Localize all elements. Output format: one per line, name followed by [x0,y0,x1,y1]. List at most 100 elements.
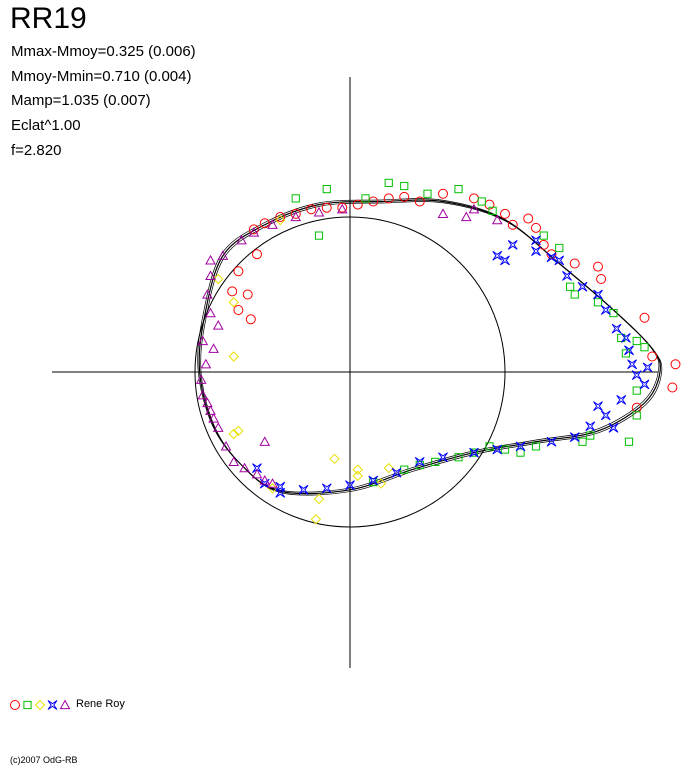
diamond-point [233,425,244,437]
triangle-point [197,335,209,346]
star-point [611,323,622,334]
star-point [631,370,642,381]
star-point [585,421,596,432]
diamond-point [329,453,340,465]
square-point [621,349,630,358]
star-point [642,362,653,373]
diamond-point [228,297,239,308]
circle-point [523,213,534,224]
circle-point [259,218,270,229]
star-point [639,379,650,390]
star-point [438,452,448,463]
circle-point [438,188,448,199]
diamond-point [383,462,394,474]
legend-square-icon [23,700,32,710]
circle-point [252,249,262,260]
star-point [562,270,572,281]
circle-point [593,261,603,272]
triangle-point [259,474,271,485]
star-point [624,345,634,356]
legend-triangle-icon [59,699,71,710]
star-point [554,255,565,266]
square-point [469,448,479,457]
star-point [620,332,631,343]
triangle-point [208,412,219,423]
circle-point [233,305,244,315]
diamond-point [313,493,325,505]
square-point [632,386,641,395]
star-point [627,359,638,370]
circle-point [569,258,580,269]
data-points [195,178,681,525]
circle-point [500,208,510,219]
triangle-point [197,389,209,400]
reference-circle [194,216,506,528]
circle-point [399,191,410,202]
stat-eclat: Eclat^1.00 [11,117,81,134]
legend-circle-icon [10,700,20,710]
star-point [515,441,526,452]
chart-title: RR19 [10,2,87,35]
diamond-point [352,470,363,482]
fit-curve [200,201,663,496]
triangle-point [217,250,229,260]
diamond-point [352,464,363,475]
star-point [275,487,286,498]
circle-point [337,202,348,213]
circle-point [227,286,238,297]
star-point [321,483,332,494]
star-point [546,252,557,263]
circle-point [667,382,678,393]
star-point [345,480,355,491]
star-point [252,463,262,474]
star-point [593,289,603,300]
star-point [616,394,627,405]
star-point [492,444,503,455]
circle-point [233,266,244,277]
square-point [640,343,649,352]
triangle-point [313,206,325,217]
triangle-point [437,208,449,218]
star-point [608,422,619,433]
triangle-point [205,307,216,318]
circle-point [383,193,394,204]
star-point [414,456,425,467]
legend-symbols [10,699,71,711]
square-point [384,178,393,188]
triangle-point [460,211,472,222]
triangle-point [205,405,216,415]
star-point [259,478,270,489]
square-point [531,442,541,451]
circle-point [596,274,607,284]
stat-mmoy-mmin: Mmoy-Mmin=0.710 (0.004) [11,68,192,85]
triangle-point [267,219,278,229]
triangle-point [267,478,278,488]
square-point [488,206,497,215]
square-point [454,453,463,462]
diamond-point [228,428,239,440]
circle-point [670,359,681,370]
triangle-point [195,374,207,384]
star-point [546,436,557,447]
square-point [632,411,641,420]
triangle-point [468,203,480,214]
triangle-point [290,211,302,222]
square-point [566,282,575,291]
circle-point [507,219,518,230]
square-point [423,189,432,198]
triangle-point [212,422,224,432]
square-point [485,442,494,451]
star-point [368,475,379,486]
square-point [454,185,463,194]
square-point [369,477,378,487]
triangle-point [248,226,260,237]
legend-diamond-icon [34,699,46,711]
triangle-point [251,468,263,479]
fit-curve [197,198,660,493]
circle-point [275,212,286,222]
star-point [275,481,286,492]
circle-point [414,196,425,207]
triangle-point [212,319,224,330]
circle-point [531,222,541,233]
circle-point [639,312,650,323]
